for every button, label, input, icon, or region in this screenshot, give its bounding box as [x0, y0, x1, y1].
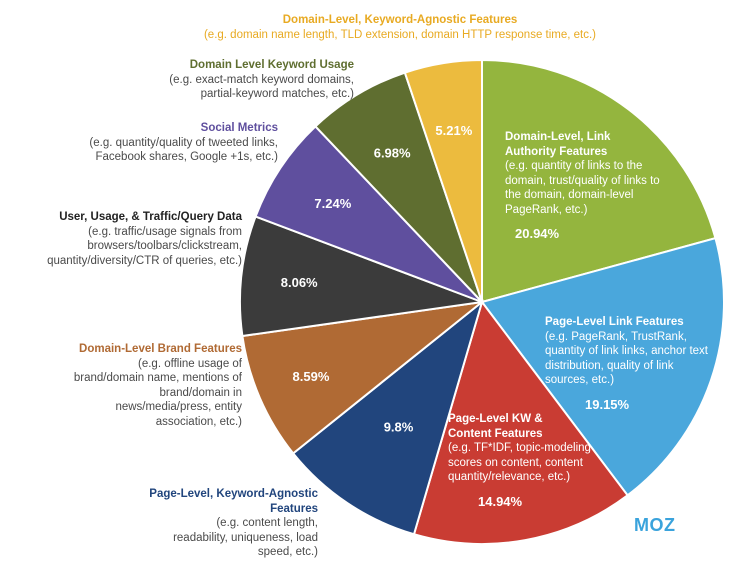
pie-slice-8	[403, 58, 483, 303]
label-domain-level-brand: Domain-Level Brand Features (e.g. offlin…	[73, 343, 242, 428]
pie-value-label-8: 5.21%	[435, 123, 472, 138]
pie-value-label-6: 7.24%	[314, 196, 351, 211]
pie-slice-6	[254, 125, 483, 303]
label-domain-level-keyword-usage: Domain Level Keyword Usage (e.g. exact-m…	[169, 59, 354, 100]
pie-slice-7	[314, 71, 483, 303]
label-page-level-kw-content: Page-Level KW & Content Features (e.g. T…	[448, 413, 591, 509]
label-page-level-link: Page-Level Link Features (e.g. PageRank,…	[545, 316, 708, 412]
pie-slice-1	[480, 236, 725, 497]
label-domain-level-link-authority: Domain-Level, Link Authority Features (e…	[505, 131, 660, 241]
pie-slice-5	[239, 215, 483, 338]
pie-slice-0	[481, 58, 717, 304]
pie-value-label-4: 8.59%	[293, 369, 330, 384]
pie-slice-4	[241, 300, 486, 455]
label-user-usage-traffic: User, Usage, & Traffic/Query Data (e.g. …	[47, 211, 242, 267]
pie-value-label-5: 8.06%	[281, 275, 318, 290]
label-social-metrics: Social Metrics (e.g. quantity/quality of…	[89, 122, 278, 163]
moz-logo: MOZ	[634, 515, 676, 535]
pie-slice-2	[412, 299, 629, 545]
label-page-level-keyword-agnostic: Page-Level, Keyword-Agnostic Features (e…	[149, 488, 318, 558]
pie-value-label-7: 6.98%	[374, 146, 411, 161]
label-domain-level-keyword-agnostic: Domain-Level, Keyword-Agnostic Features …	[203, 14, 597, 41]
pie-value-label-3: 9.8%	[384, 420, 414, 435]
pie-slice-3	[291, 299, 484, 536]
